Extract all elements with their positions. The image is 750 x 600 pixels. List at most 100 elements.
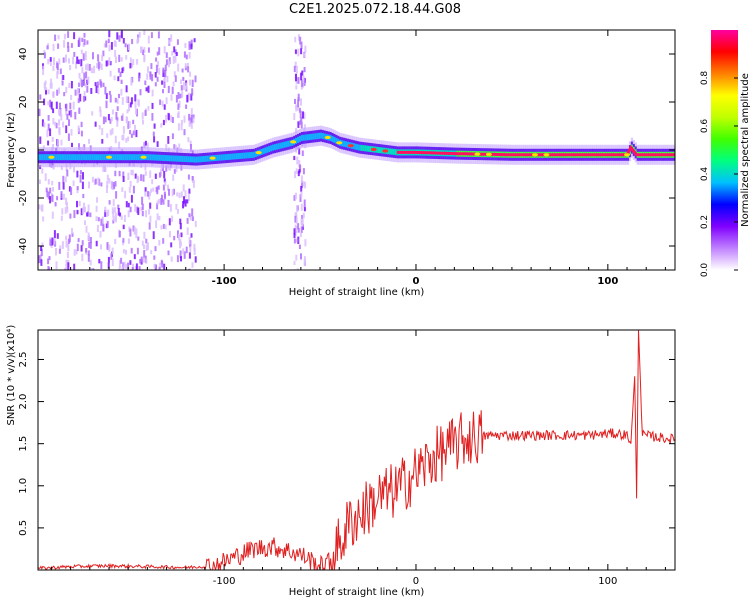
noise-speckle <box>141 112 144 120</box>
noise-speckle <box>49 99 52 108</box>
ridge-inner <box>304 134 307 141</box>
noise-speckle <box>128 43 130 51</box>
noise-speckle <box>57 35 60 40</box>
noise-speckle <box>78 82 81 87</box>
noise-speckle <box>46 45 49 50</box>
ridge-inner <box>197 156 200 163</box>
noise-speckle <box>182 201 185 209</box>
noise-speckle <box>111 207 114 215</box>
noise-speckle <box>124 190 127 199</box>
noise-speckle <box>87 250 90 256</box>
noise-speckle <box>300 41 303 49</box>
noise-speckle <box>163 178 166 183</box>
noise-speckle <box>142 257 145 263</box>
noise-speckle <box>97 61 100 70</box>
ridge-inner <box>181 155 185 162</box>
noise-speckle <box>39 254 42 261</box>
noise-speckle <box>300 185 303 193</box>
noise-speckle <box>86 63 89 71</box>
ridge-inner <box>128 154 131 161</box>
x-tick-label: -100 <box>213 576 236 587</box>
noise-speckle <box>149 215 152 223</box>
spectrogram-panel: -100 0 100 -40 -20 0 20 40 Height of straight li… <box>6 29 676 298</box>
noise-speckle <box>52 43 55 51</box>
ridge-peak <box>48 155 55 159</box>
noise-speckle <box>93 65 96 74</box>
ridge-inner <box>341 140 344 147</box>
ridge-inner <box>316 133 319 140</box>
noise-speckle <box>187 137 190 143</box>
noise-speckle <box>191 208 194 217</box>
noise-speckle <box>56 139 59 146</box>
ridge-inner <box>199 156 202 163</box>
noise-speckle <box>183 251 186 259</box>
noise-speckle <box>125 116 128 123</box>
noise-speckle <box>191 176 194 181</box>
noise-speckle <box>90 267 93 270</box>
noise-speckle <box>297 223 300 230</box>
noise-speckle <box>174 49 177 55</box>
noise-speckle <box>102 116 105 125</box>
noise-speckle <box>62 175 65 184</box>
noise-speckle <box>121 97 124 105</box>
noise-speckle <box>106 220 109 228</box>
noise-speckle <box>85 64 87 71</box>
ridge-peak <box>105 155 112 159</box>
noise-speckle <box>168 61 170 68</box>
noise-speckle <box>293 155 296 161</box>
noise-speckle <box>135 129 138 138</box>
noise-speckle <box>132 119 135 125</box>
noise-speckle <box>297 228 300 233</box>
noise-speckle <box>141 196 144 205</box>
noise-speckle <box>70 129 73 136</box>
noise-speckle <box>194 220 197 228</box>
noise-speckle <box>118 170 121 177</box>
noise-speckle <box>77 87 80 96</box>
noise-speckle <box>167 113 170 121</box>
noise-speckle <box>54 34 57 41</box>
noise-speckle <box>65 54 67 63</box>
noise-speckle <box>183 129 186 136</box>
noise-speckle <box>66 113 69 120</box>
noise-speckle <box>162 238 165 244</box>
noise-speckle <box>94 82 97 87</box>
noise-speckle <box>89 259 92 266</box>
noise-speckle <box>107 209 110 217</box>
noise-speckle <box>113 75 116 81</box>
noise-speckle <box>96 197 98 203</box>
ridge-inner <box>358 144 361 151</box>
noise-speckle <box>99 230 102 238</box>
ridge-inner <box>206 155 210 162</box>
noise-speckle <box>129 63 132 69</box>
ridge-inner <box>55 154 58 161</box>
noise-speckle <box>59 68 62 75</box>
ridge-inner <box>266 146 269 153</box>
noise-speckle <box>167 199 170 207</box>
noise-speckle <box>112 182 115 187</box>
noise-speckle <box>53 237 56 245</box>
ridge-inner <box>387 148 390 155</box>
noise-speckle <box>134 102 137 109</box>
noise-speckle <box>180 191 183 198</box>
noise-speckle <box>299 110 302 119</box>
noise-speckle <box>82 80 85 86</box>
noise-speckle <box>52 108 55 114</box>
noise-speckle <box>192 179 195 188</box>
ridge-inner <box>170 155 173 162</box>
noise-speckle <box>132 130 135 136</box>
noise-speckle <box>160 123 163 128</box>
noise-speckle <box>108 200 111 205</box>
noise-speckle <box>65 259 68 265</box>
noise-speckle <box>293 260 296 266</box>
ridge-inner <box>243 152 246 159</box>
noise-speckle <box>81 240 84 246</box>
noise-speckle <box>114 181 117 187</box>
ridge-inner <box>394 149 398 156</box>
noise-speckle <box>138 72 141 79</box>
noise-speckle <box>298 34 300 41</box>
ridge-inner <box>164 155 167 162</box>
noise-speckle <box>49 187 52 194</box>
noise-speckle <box>68 119 70 126</box>
noise-speckle <box>43 82 46 89</box>
ridge-inner <box>360 144 363 151</box>
